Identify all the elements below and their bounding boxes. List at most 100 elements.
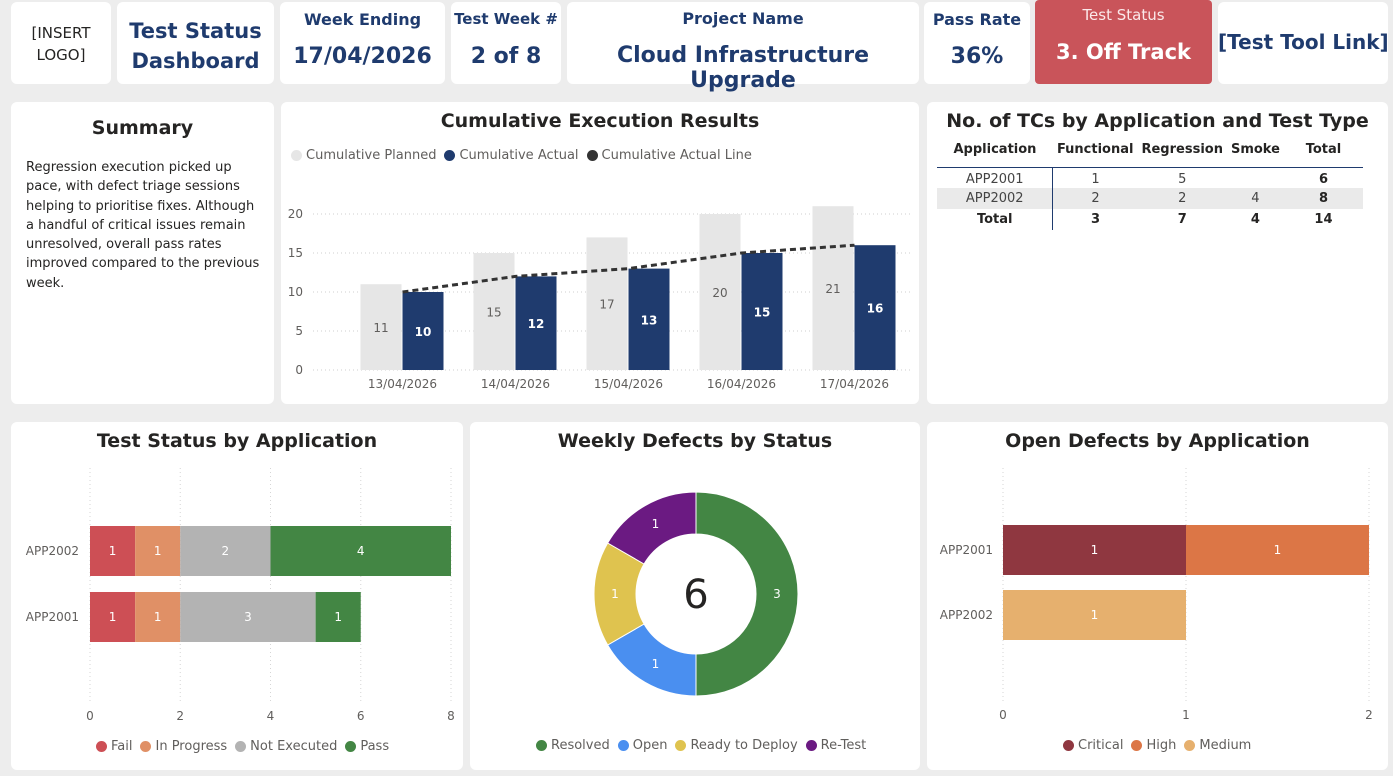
cumulative-chart[interactable]: 0 5 10 15 20 11 10 13/04/2026 15 12 14/04/2026 17 13…: [281, 102, 919, 404]
bar-segment: [180, 592, 316, 642]
data-label: 1: [1091, 608, 1099, 622]
legend-dot-actual-line: [586, 150, 598, 161]
bar-segment: [1003, 590, 1186, 640]
data-label: 1: [1274, 543, 1282, 557]
tc-cell-app: APP2001: [937, 167, 1054, 188]
data-label: 1: [1091, 543, 1099, 557]
bar-planned: [586, 237, 628, 370]
weekly-defects-legend: Resolved Open Ready to Deploy Re-Test: [536, 738, 866, 753]
data-label: 1: [154, 610, 162, 624]
project-name-card: Project Name Cloud Infrastructure Upgrad…: [567, 2, 919, 93]
weekly-defects-donut[interactable]: 3 1 1 1 6: [470, 422, 920, 770]
dashboard-title-card: Test Status Dashboard: [117, 2, 274, 84]
bar-segment: [180, 526, 271, 576]
data-label-actual: 10: [415, 325, 432, 339]
legend-label-not-executed: Not Executed: [250, 739, 338, 754]
legend-item-high[interactable]: High: [1131, 738, 1176, 753]
legend-dot-resolved: [536, 740, 547, 751]
table-row: APP2001 1 5 6: [937, 167, 1363, 188]
test-tool-link[interactable]: [Test Tool Link]: [1218, 30, 1389, 54]
y-tick-label: 0: [295, 363, 303, 377]
bar-actual: [628, 268, 670, 370]
bar-actual: [854, 245, 896, 370]
legend-label-ready-to-deploy: Ready to Deploy: [690, 738, 798, 753]
pass-rate-label: Pass Rate: [932, 10, 1022, 29]
bar-actual: [741, 253, 783, 370]
bar-segment: [315, 592, 361, 642]
legend-label-actual: Cumulative Actual: [459, 148, 579, 163]
legend-dot-high: [1131, 740, 1143, 751]
tc-col-functional[interactable]: Functional: [1056, 142, 1134, 158]
tc-table-header-row: Application Functional Regression Smoke …: [937, 133, 1363, 167]
legend-dot-in-progress: [140, 741, 152, 752]
data-label-planned: 17: [599, 298, 614, 312]
legend-item-fail[interactable]: Fail: [96, 739, 132, 754]
test-status-legend: Fail In Progress Not Executed Pass: [96, 739, 389, 754]
test-week-card: Test Week # 2 of 8: [451, 2, 561, 84]
data-label: 3: [244, 610, 252, 624]
pass-rate-card: Pass Rate 36%: [924, 2, 1030, 84]
tc-col-smoke[interactable]: Smoke: [1230, 142, 1280, 158]
tc-cell-total: 6: [1318, 172, 1328, 188]
summary-title: Summary: [91, 117, 194, 139]
bar-segment: [135, 592, 181, 642]
legend-dot-planned: [291, 150, 302, 161]
legend-label-planned: Cumulative Planned: [306, 148, 437, 163]
x-tick-label: 8: [447, 709, 455, 723]
data-label-actual: 16: [867, 302, 884, 316]
legend-item-retest[interactable]: Re-Test: [805, 738, 866, 753]
legend-label-resolved: Resolved: [551, 738, 610, 753]
tc-col-total[interactable]: Total: [1305, 142, 1342, 158]
week-ending-label: Week Ending: [303, 10, 422, 29]
legend-label-medium: Medium: [1199, 738, 1252, 753]
legend-dot-critical: [1063, 740, 1074, 751]
open-defects-chart[interactable]: 0 1 2 APP2001 1 1 APP2002 1: [927, 422, 1388, 770]
legend-item-not-executed[interactable]: Not Executed: [235, 739, 337, 754]
legend-item-critical[interactable]: Critical: [1063, 738, 1123, 753]
test-status-value: 3. Off Track: [1055, 40, 1192, 64]
summary-text: Regression execution picked up pace, wit…: [26, 160, 260, 291]
legend-label-high: High: [1146, 738, 1177, 753]
legend-dot-open: [617, 740, 629, 751]
logo-placeholder: [INSERT LOGO]: [31, 24, 91, 64]
summary-card: Summary Regression execution picked up p…: [11, 102, 274, 404]
legend-label-pass: Pass: [360, 739, 390, 754]
data-label: 1: [154, 544, 162, 558]
legend-item-planned[interactable]: Cumulative Planned: [291, 148, 436, 163]
project-name-value: Cloud Infrastructure Upgrade: [616, 43, 870, 93]
legend-item-actual-line[interactable]: Cumulative Actual Line: [586, 148, 752, 163]
tc-cell-total: 8: [1318, 191, 1328, 206]
test-status-card: Test Status 3. Off Track: [1035, 0, 1212, 84]
legend-item-ready-to-deploy[interactable]: Ready to Deploy: [675, 738, 798, 753]
tc-table-title: No. of TCs by Application and Test Type: [946, 110, 1369, 132]
data-label: 4: [357, 544, 365, 558]
x-tick-label: 0: [86, 709, 94, 723]
bar-planned: [473, 253, 515, 370]
tc-cell-smoke: [1227, 167, 1284, 188]
legend-item-resolved[interactable]: Resolved: [536, 738, 610, 753]
legend-item-pass[interactable]: Pass: [345, 739, 389, 754]
tc-cell-functional: 2: [1091, 191, 1100, 206]
test-week-value: 2 of 8: [470, 44, 542, 69]
bar-actual: [402, 292, 444, 370]
y-tick-label: APP2002: [940, 608, 993, 622]
bar-segment: [135, 526, 181, 576]
table-row: APP2002 2 2 4 8: [937, 188, 1363, 209]
test-status-chart[interactable]: 0 2 4 6 8 APP2002 1 1 2 4 APP2001 1 1 3 1: [11, 422, 463, 770]
open-defects-card: Open Defects by Application 0 1 2 APP2001 1 1…: [927, 422, 1388, 770]
logo-card: [INSERT LOGO]: [11, 2, 111, 84]
tc-col-regression[interactable]: Regression: [1141, 142, 1223, 158]
test-tool-link-card: [Test Tool Link]: [1218, 2, 1389, 84]
legend-dot-fail: [96, 741, 107, 752]
legend-item-actual[interactable]: Cumulative Actual: [444, 148, 579, 163]
bar-actual: [515, 276, 557, 370]
x-tick-label: 15/04/2026: [594, 377, 663, 391]
test-status-label: Test Status: [1082, 6, 1165, 24]
tc-col-application[interactable]: Application: [953, 142, 1037, 158]
data-label: 1: [334, 610, 342, 624]
data-label-actual: 12: [528, 317, 545, 331]
week-ending-value: 17/04/2026: [293, 44, 432, 69]
legend-item-in-progress[interactable]: In Progress: [140, 739, 227, 754]
legend-item-medium[interactable]: Medium: [1184, 738, 1251, 753]
legend-item-open[interactable]: Open: [617, 738, 667, 753]
